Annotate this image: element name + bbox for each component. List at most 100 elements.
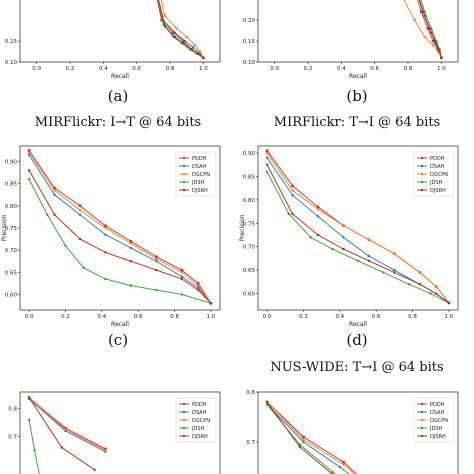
chart-d-point-dsah — [265, 156, 269, 159]
chart-d-point-dgcpn — [291, 189, 294, 192]
chart-c-point-djsrh — [129, 260, 133, 263]
chart-e-legend-marker — [182, 426, 186, 430]
chart-b-xtick-label: 0.2 — [304, 66, 313, 72]
chart-c-point-djsrh — [180, 277, 184, 281]
chart-b-point-djsrh — [430, 31, 433, 34]
chart-c-point-dgcpn — [129, 242, 133, 245]
chart-e-point-djsrh — [60, 446, 64, 449]
chart-d-legend-marker — [420, 156, 424, 160]
chart-b-point-pddh — [426, 27, 430, 30]
chart-b-xlabel: Recall — [349, 73, 367, 80]
chart-c-point-dsah — [155, 260, 158, 263]
chart-e-series-layer — [27, 396, 107, 474]
chart-c-legend-marker — [182, 156, 186, 160]
chart-d-point-djsrh — [393, 271, 396, 274]
chart-c-point-pddh — [78, 204, 82, 208]
chart-d-ytick-label: 0.60 — [243, 292, 256, 298]
chart-c-ytick-label: 0.80 — [5, 204, 18, 210]
chart-c-point-dgcpn — [27, 151, 31, 154]
chart-a-point-dgcpn — [163, 14, 167, 18]
chart-c-xlabel: Recall — [111, 321, 129, 328]
chart-c-legend-label: DSAH — [192, 164, 207, 170]
chart-c-point-djsrh — [209, 302, 213, 305]
chart-d-xtick-label: 1.0 — [445, 314, 454, 320]
chart-c-legend-label: DGCPN — [192, 172, 210, 178]
chart-c-xtick-label: 0.0 — [25, 314, 34, 320]
chart-e-legend-marker — [182, 418, 186, 422]
chart-d-point-jdsh — [407, 283, 411, 286]
chart-b-series-layer — [403, 0, 443, 60]
chart-c-point-dsah — [129, 246, 133, 250]
chart-e-legend-marker — [182, 434, 186, 438]
chart-f-point-dsah — [338, 465, 342, 469]
chart-d-legend-marker — [420, 188, 424, 192]
chart-b-frame — [257, 0, 459, 63]
chart-e-legend-label: DSAH — [192, 410, 207, 416]
chart-f-legend-label: PDDH — [430, 402, 445, 408]
chart-f-legend: PDDH DSAH DGCPN JDSH DJSRH — [413, 397, 455, 443]
chart-c-xtick-label: 0.4 — [97, 314, 106, 320]
chart-a-point-pddh — [172, 31, 175, 35]
chart-c-point-pddh — [104, 224, 107, 228]
chart-b-xtick-label: 0.8 — [404, 66, 413, 72]
chart-c-point-jdsh — [64, 244, 67, 247]
chart-d-point-jdsh — [331, 247, 334, 251]
chart-a-point-dgcpn — [175, 27, 178, 30]
chart-b-point-pddh — [420, 10, 423, 14]
chart-c-point-dgcpn — [78, 209, 82, 212]
chart-d-legend-marker — [420, 164, 424, 168]
chart-a-point-djsrh — [182, 41, 185, 45]
chart-a-frame — [19, 0, 221, 63]
chart-d-ytick-label: 0.85 — [243, 174, 256, 180]
subtitle-mirflickr-i2t: MIRFlickr: I→T @ 64 bits — [35, 115, 201, 130]
chart-d-point-djsrh — [434, 292, 438, 295]
chart-f-point-jdsh — [331, 470, 334, 474]
chart-d-legend-label: PDDH — [430, 156, 445, 162]
chart-a-ytick-label: 0.10 — [5, 60, 18, 66]
chart-a-point-dsah — [192, 46, 195, 49]
chart-d-legend-marker — [420, 180, 424, 184]
chart-c-point-pddh — [53, 186, 56, 190]
chart-c-point-djsrh — [196, 288, 200, 292]
chart-f-series-layer — [265, 400, 358, 474]
chart-d-point-dgcpn — [418, 271, 422, 274]
chart-c-xtick-label: 1.0 — [207, 314, 216, 320]
chart-c-point-jdsh — [104, 277, 107, 281]
chart-c-legend-marker — [182, 164, 186, 168]
chart-b-xtick-label: 1.0 — [437, 66, 446, 72]
chart-d-point-jdsh — [429, 292, 432, 295]
chart-d-point-dsah — [393, 268, 396, 272]
chart-e-legend-label: JDSH — [191, 426, 204, 432]
chart-c-legend-label: JDSH — [191, 180, 204, 186]
chart-c-point-jdsh — [155, 288, 158, 292]
chart-f-ytick-label: 0.7 — [246, 440, 255, 446]
chart-c-point-djsrh — [78, 237, 82, 241]
chart-d-point-jdsh — [265, 170, 269, 173]
chart-e-ytick-label: 0.8 — [8, 407, 17, 413]
chart-e-point-pddh — [104, 447, 107, 451]
chart-c-point-jdsh — [82, 266, 85, 270]
chart-d-point-jdsh — [287, 212, 291, 216]
chart-c-legend-label: DJSRH — [192, 188, 208, 194]
chart-f-point-pddh — [342, 460, 345, 464]
chart-c-point-djsrh — [53, 213, 56, 216]
chart-c-point-pddh — [180, 268, 184, 272]
chart-d-point-pddh — [265, 149, 269, 152]
chart-b-ytick-label: 0.20 — [243, 18, 256, 24]
chart-c-point-dgcpn — [180, 271, 184, 274]
chart-d-xlabel: Recall — [349, 321, 367, 328]
caption-d: (d) — [346, 331, 367, 349]
chart-d-point-dgcpn — [265, 151, 269, 155]
chart-e-point-jdsh — [27, 418, 31, 421]
chart-c-ytick-label: 0.70 — [5, 248, 18, 254]
chart-c: 0.0 0.2 0.4 0.6 0.8 1.0 0.60 0.65 0.70 0.75 0.80 0.… — [1, 145, 221, 328]
chart-d-legend: PDDH DSAH DGCPN JDSH DJSRH — [413, 151, 455, 197]
chart-f-legend-label: JDSH — [429, 426, 442, 432]
chart-e-legend-label: DJSRH — [192, 434, 208, 440]
chart-d-legend-label: DJSRH — [430, 188, 446, 194]
chart-d-legend-label: DGCPN — [430, 172, 448, 178]
chart-f-line-pddh — [266, 401, 358, 474]
chart-a-xtick-label: 0.2 — [66, 66, 75, 72]
chart-a-point-djsrh — [163, 25, 167, 28]
chart-d-point-jdsh — [382, 271, 385, 274]
